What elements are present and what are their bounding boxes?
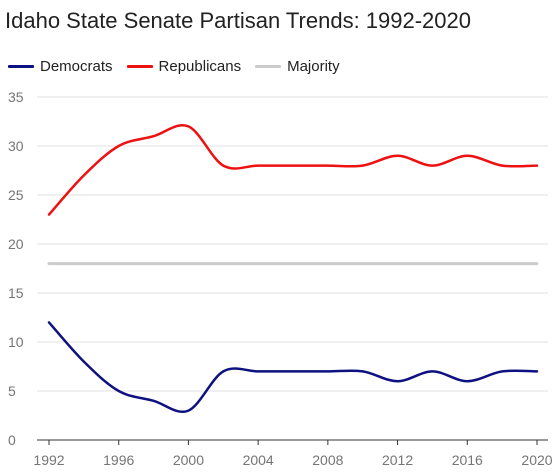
data-point-majority-2014[interactable] bbox=[427, 259, 437, 269]
data-point-democrats-1998[interactable] bbox=[149, 396, 159, 406]
data-point-majority-2020[interactable] bbox=[532, 259, 542, 269]
data-point-democrats-2016[interactable] bbox=[462, 376, 472, 386]
legend-label-majority: Majority bbox=[287, 58, 340, 75]
data-point-democrats-2018[interactable] bbox=[497, 366, 507, 376]
data-point-republicans-2012[interactable] bbox=[393, 151, 403, 161]
data-point-majority-2018[interactable] bbox=[497, 259, 507, 269]
data-point-republicans-1992[interactable] bbox=[44, 210, 54, 220]
y-tick-label: 25 bbox=[8, 187, 24, 203]
data-point-majority-2010[interactable] bbox=[358, 259, 368, 269]
data-point-majority-1994[interactable] bbox=[79, 259, 89, 269]
x-tick-label: 2000 bbox=[173, 452, 204, 468]
data-point-democrats-2002[interactable] bbox=[218, 366, 228, 376]
data-point-majority-2012[interactable] bbox=[393, 259, 403, 269]
legend-swatch-republicans bbox=[126, 65, 153, 68]
data-point-republicans-2000[interactable] bbox=[183, 121, 193, 131]
data-point-republicans-2020[interactable] bbox=[532, 161, 542, 171]
legend-item-democrats[interactable]: Democrats bbox=[8, 58, 113, 75]
data-point-republicans-2004[interactable] bbox=[253, 161, 263, 171]
x-tick-label: 2004 bbox=[243, 452, 274, 468]
legend-label-democrats: Democrats bbox=[40, 58, 113, 75]
series-lines bbox=[44, 121, 542, 416]
y-tick-label: 5 bbox=[8, 383, 16, 399]
data-point-democrats-1994[interactable] bbox=[79, 357, 89, 367]
data-point-majority-1992[interactable] bbox=[44, 259, 54, 269]
legend-item-majority[interactable]: Majority bbox=[255, 58, 340, 75]
data-point-republicans-2008[interactable] bbox=[323, 161, 333, 171]
legend-item-republicans[interactable]: Republicans bbox=[126, 58, 242, 75]
data-point-democrats-2008[interactable] bbox=[323, 366, 333, 376]
data-point-majority-1998[interactable] bbox=[149, 259, 159, 269]
data-point-majority-2006[interactable] bbox=[288, 259, 298, 269]
x-axis: 1992 1996 2000 2004 2008 2012 2016 2020 bbox=[33, 440, 553, 468]
y-tick-label: 30 bbox=[8, 138, 24, 154]
series-line-democrats bbox=[47, 321, 539, 413]
data-point-democrats-2004[interactable] bbox=[253, 366, 263, 376]
data-point-democrats-1996[interactable] bbox=[114, 386, 124, 396]
data-point-majority-2016[interactable] bbox=[462, 259, 472, 269]
data-point-democrats-2006[interactable] bbox=[288, 366, 298, 376]
data-point-majority-2004[interactable] bbox=[253, 259, 263, 269]
data-point-republicans-2010[interactable] bbox=[358, 161, 368, 171]
data-point-democrats-2020[interactable] bbox=[532, 366, 542, 376]
data-point-republicans-1994[interactable] bbox=[79, 170, 89, 180]
data-point-republicans-1996[interactable] bbox=[114, 141, 124, 151]
x-tick-label: 2020 bbox=[521, 452, 552, 468]
data-point-republicans-2016[interactable] bbox=[462, 151, 472, 161]
y-tick-label: 35 bbox=[8, 89, 24, 105]
data-point-republicans-2002[interactable] bbox=[218, 161, 228, 171]
x-tick-label: 2008 bbox=[312, 452, 343, 468]
chart-legend: Democrats Republicans Majority bbox=[8, 58, 354, 75]
data-point-republicans-2018[interactable] bbox=[497, 161, 507, 171]
data-point-majority-2002[interactable] bbox=[218, 259, 228, 269]
x-tick-label: 1992 bbox=[33, 452, 64, 468]
data-point-republicans-2014[interactable] bbox=[427, 161, 437, 171]
data-point-democrats-1992[interactable] bbox=[44, 317, 54, 327]
data-point-democrats-2012[interactable] bbox=[393, 376, 403, 386]
y-tick-label: 10 bbox=[8, 334, 24, 350]
y-tick-label: 15 bbox=[8, 285, 24, 301]
data-point-majority-1996[interactable] bbox=[114, 259, 124, 269]
series-line-republicans bbox=[47, 124, 539, 216]
data-point-democrats-2010[interactable] bbox=[358, 366, 368, 376]
x-tick-label: 2012 bbox=[382, 452, 413, 468]
y-tick-label: 20 bbox=[8, 236, 24, 252]
y-axis: 0 5 10 15 20 25 30 35 bbox=[8, 89, 24, 448]
chart-title: Idaho State Senate Partisan Trends: 1992… bbox=[5, 8, 471, 33]
legend-swatch-majority bbox=[255, 65, 282, 68]
data-point-republicans-2006[interactable] bbox=[288, 161, 298, 171]
data-point-republicans-1998[interactable] bbox=[149, 131, 159, 141]
legend-swatch-democrats bbox=[8, 65, 34, 68]
data-point-majority-2008[interactable] bbox=[323, 259, 333, 269]
data-point-democrats-2014[interactable] bbox=[427, 366, 437, 376]
x-tick-label: 1996 bbox=[103, 452, 134, 468]
legend-label-republicans: Republicans bbox=[158, 58, 242, 75]
x-tick-label: 2016 bbox=[452, 452, 483, 468]
y-tick-label: 0 bbox=[8, 432, 16, 448]
data-point-democrats-2000[interactable] bbox=[183, 406, 193, 416]
gridlines bbox=[37, 96, 548, 441]
data-point-majority-2000[interactable] bbox=[183, 259, 193, 269]
